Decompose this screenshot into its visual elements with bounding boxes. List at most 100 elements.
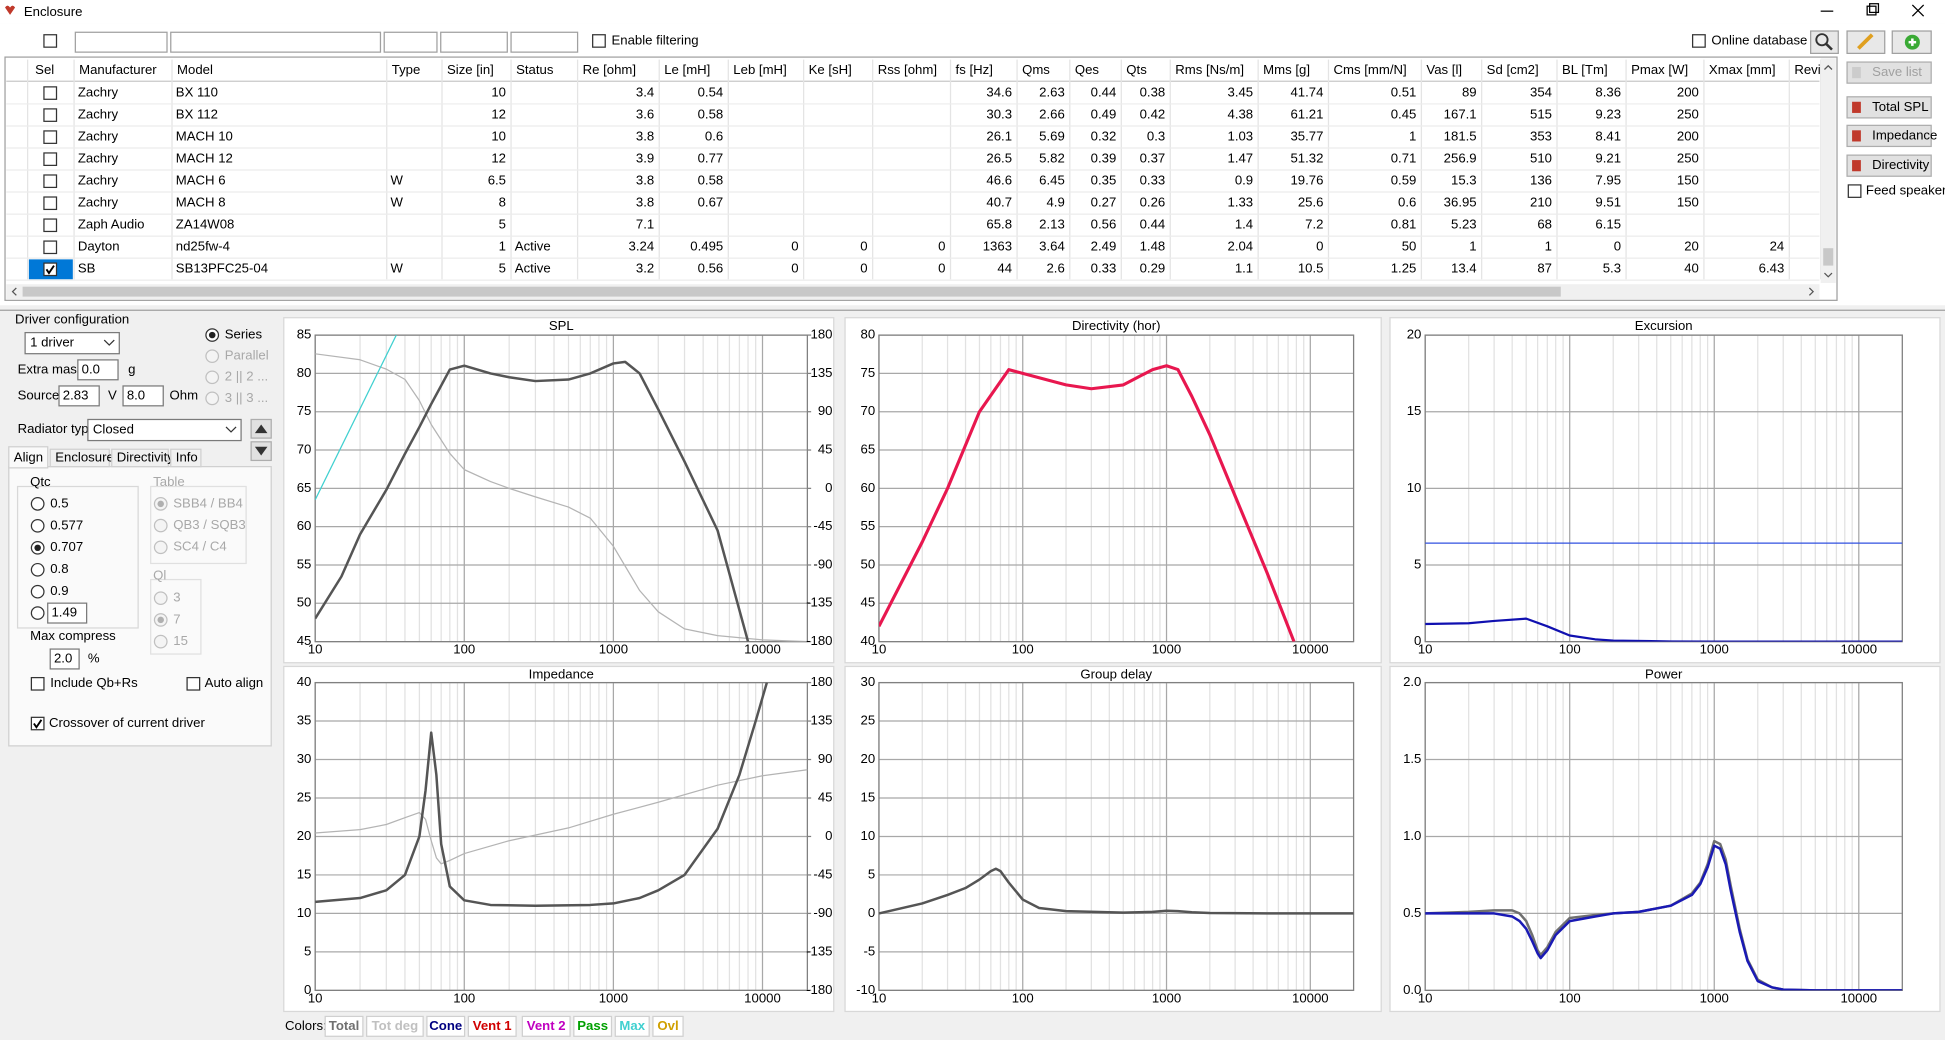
color-swatch[interactable] (521, 1015, 571, 1037)
scroll-up[interactable] (1824, 64, 1833, 70)
input-value[interactable]: 0.0 (82, 361, 100, 376)
filter-input[interactable] (440, 31, 508, 53)
button[interactable] (1846, 124, 1932, 148)
row-checkbox[interactable] (43, 218, 58, 233)
row-checkbox[interactable] (43, 152, 58, 166)
tab-label[interactable]: Align (14, 449, 43, 464)
filter-input[interactable] (170, 31, 382, 53)
row-checkbox[interactable] (43, 196, 58, 211)
dropdown[interactable] (24, 331, 120, 355)
color-name[interactable]: Total (329, 1018, 359, 1033)
button[interactable] (1846, 96, 1932, 119)
maximize-button[interactable] (1866, 3, 1880, 16)
tab-label[interactable]: Enclosure (55, 449, 114, 464)
add-button[interactable] (1891, 30, 1932, 54)
color-name[interactable]: Max (619, 1018, 645, 1033)
color-name[interactable]: Vent 1 (473, 1018, 512, 1033)
button-label[interactable]: Impedance (1872, 127, 1937, 142)
color-swatch[interactable] (614, 1015, 650, 1037)
scrollbar-thumb[interactable] (22, 286, 1561, 297)
color-name[interactable]: Cone (429, 1018, 462, 1033)
search-button[interactable] (1810, 30, 1839, 54)
row-checkbox[interactable] (43, 262, 58, 277)
table-cell: 3.8 (636, 173, 654, 188)
tab-label[interactable]: Info (176, 449, 198, 464)
checkbox[interactable] (30, 716, 45, 731)
checkbox[interactable] (30, 676, 45, 691)
x-tick-label: 10000 (1292, 991, 1329, 1006)
input-value[interactable]: 2.0 (54, 651, 72, 666)
input-value[interactable]: 2.83 (63, 387, 89, 402)
radio-button[interactable] (30, 519, 45, 533)
checkbox[interactable] (592, 34, 606, 48)
text-input[interactable] (122, 385, 164, 407)
checkbox[interactable] (1691, 34, 1706, 48)
text-input[interactable] (77, 359, 119, 381)
table-cell: 0 (860, 261, 867, 276)
checkbox[interactable] (1847, 184, 1862, 198)
scroll-left[interactable] (11, 287, 17, 296)
color-swatch[interactable] (652, 1015, 684, 1037)
color-name[interactable]: Ovl (657, 1018, 678, 1033)
scroll-down[interactable] (1824, 272, 1833, 278)
dropdown-value[interactable]: Closed (93, 422, 134, 437)
tab[interactable] (8, 446, 49, 469)
button-label[interactable]: Directivity (1872, 157, 1930, 172)
color-name[interactable]: Tot deg (372, 1018, 419, 1033)
scrollbar-thumb[interactable] (1823, 248, 1834, 266)
color-swatch[interactable] (426, 1015, 466, 1037)
x-tick-label: 10 (308, 642, 323, 657)
filter-inputs (74, 31, 579, 53)
edit-button[interactable] (1846, 30, 1886, 54)
select-all-checkbox[interactable] (43, 34, 58, 48)
color-swatch[interactable] (573, 1015, 613, 1037)
radio-button[interactable] (30, 562, 45, 577)
text-input[interactable] (58, 385, 100, 407)
row-checkbox[interactable] (43, 174, 58, 189)
tab[interactable] (111, 448, 169, 468)
row-checkbox[interactable] (43, 130, 58, 144)
radio-ring (153, 540, 168, 555)
text-input[interactable] (47, 602, 88, 624)
row-checkbox[interactable] (43, 86, 58, 100)
dropdown-value[interactable]: 1 driver (30, 335, 75, 350)
dropdown[interactable] (87, 418, 242, 442)
tab[interactable] (49, 448, 110, 468)
filter-input[interactable] (383, 31, 438, 53)
curve (878, 867, 1354, 915)
close-button[interactable] (1911, 4, 1925, 17)
table-cell: 10 (491, 129, 506, 144)
radio-button[interactable] (30, 540, 45, 555)
column-header: Cms [mm/N] (1333, 62, 1406, 77)
color-name[interactable]: Vent 2 (527, 1018, 566, 1033)
radio-button[interactable] (30, 497, 45, 511)
filter-input[interactable] (74, 31, 168, 53)
input-value[interactable]: 8.0 (127, 387, 145, 402)
radio-dot (157, 616, 164, 624)
checkbox[interactable] (186, 676, 201, 691)
curve (315, 682, 769, 907)
tab[interactable] (170, 448, 202, 468)
x-tick-label: 10000 (1840, 991, 1877, 1006)
color-name[interactable]: Pass (577, 1018, 608, 1033)
radio-button[interactable] (30, 606, 45, 620)
scroll-right[interactable] (1808, 287, 1815, 296)
color-swatch[interactable] (324, 1015, 364, 1037)
row-checkbox[interactable] (43, 240, 58, 255)
vertical-scrollbar[interactable] (1820, 58, 1836, 283)
button-label[interactable]: Total SPL (1872, 99, 1928, 114)
table-cell: Zachry (78, 129, 119, 144)
radio-button[interactable] (30, 584, 45, 599)
column-header: Sd [cm2] (1487, 62, 1539, 77)
color-swatch[interactable] (366, 1015, 424, 1037)
tab-label[interactable]: Directivity (117, 449, 175, 464)
radio-button[interactable] (205, 328, 220, 342)
row-checkbox[interactable] (43, 108, 58, 122)
table-cell: 0 (791, 239, 798, 254)
button[interactable] (1846, 154, 1932, 177)
color-swatch[interactable] (467, 1015, 517, 1037)
input-value[interactable]: 1.49 (51, 605, 77, 620)
filter-input[interactable] (510, 31, 579, 53)
text-input[interactable] (49, 648, 80, 670)
y-tick-label: 20 (297, 828, 312, 843)
